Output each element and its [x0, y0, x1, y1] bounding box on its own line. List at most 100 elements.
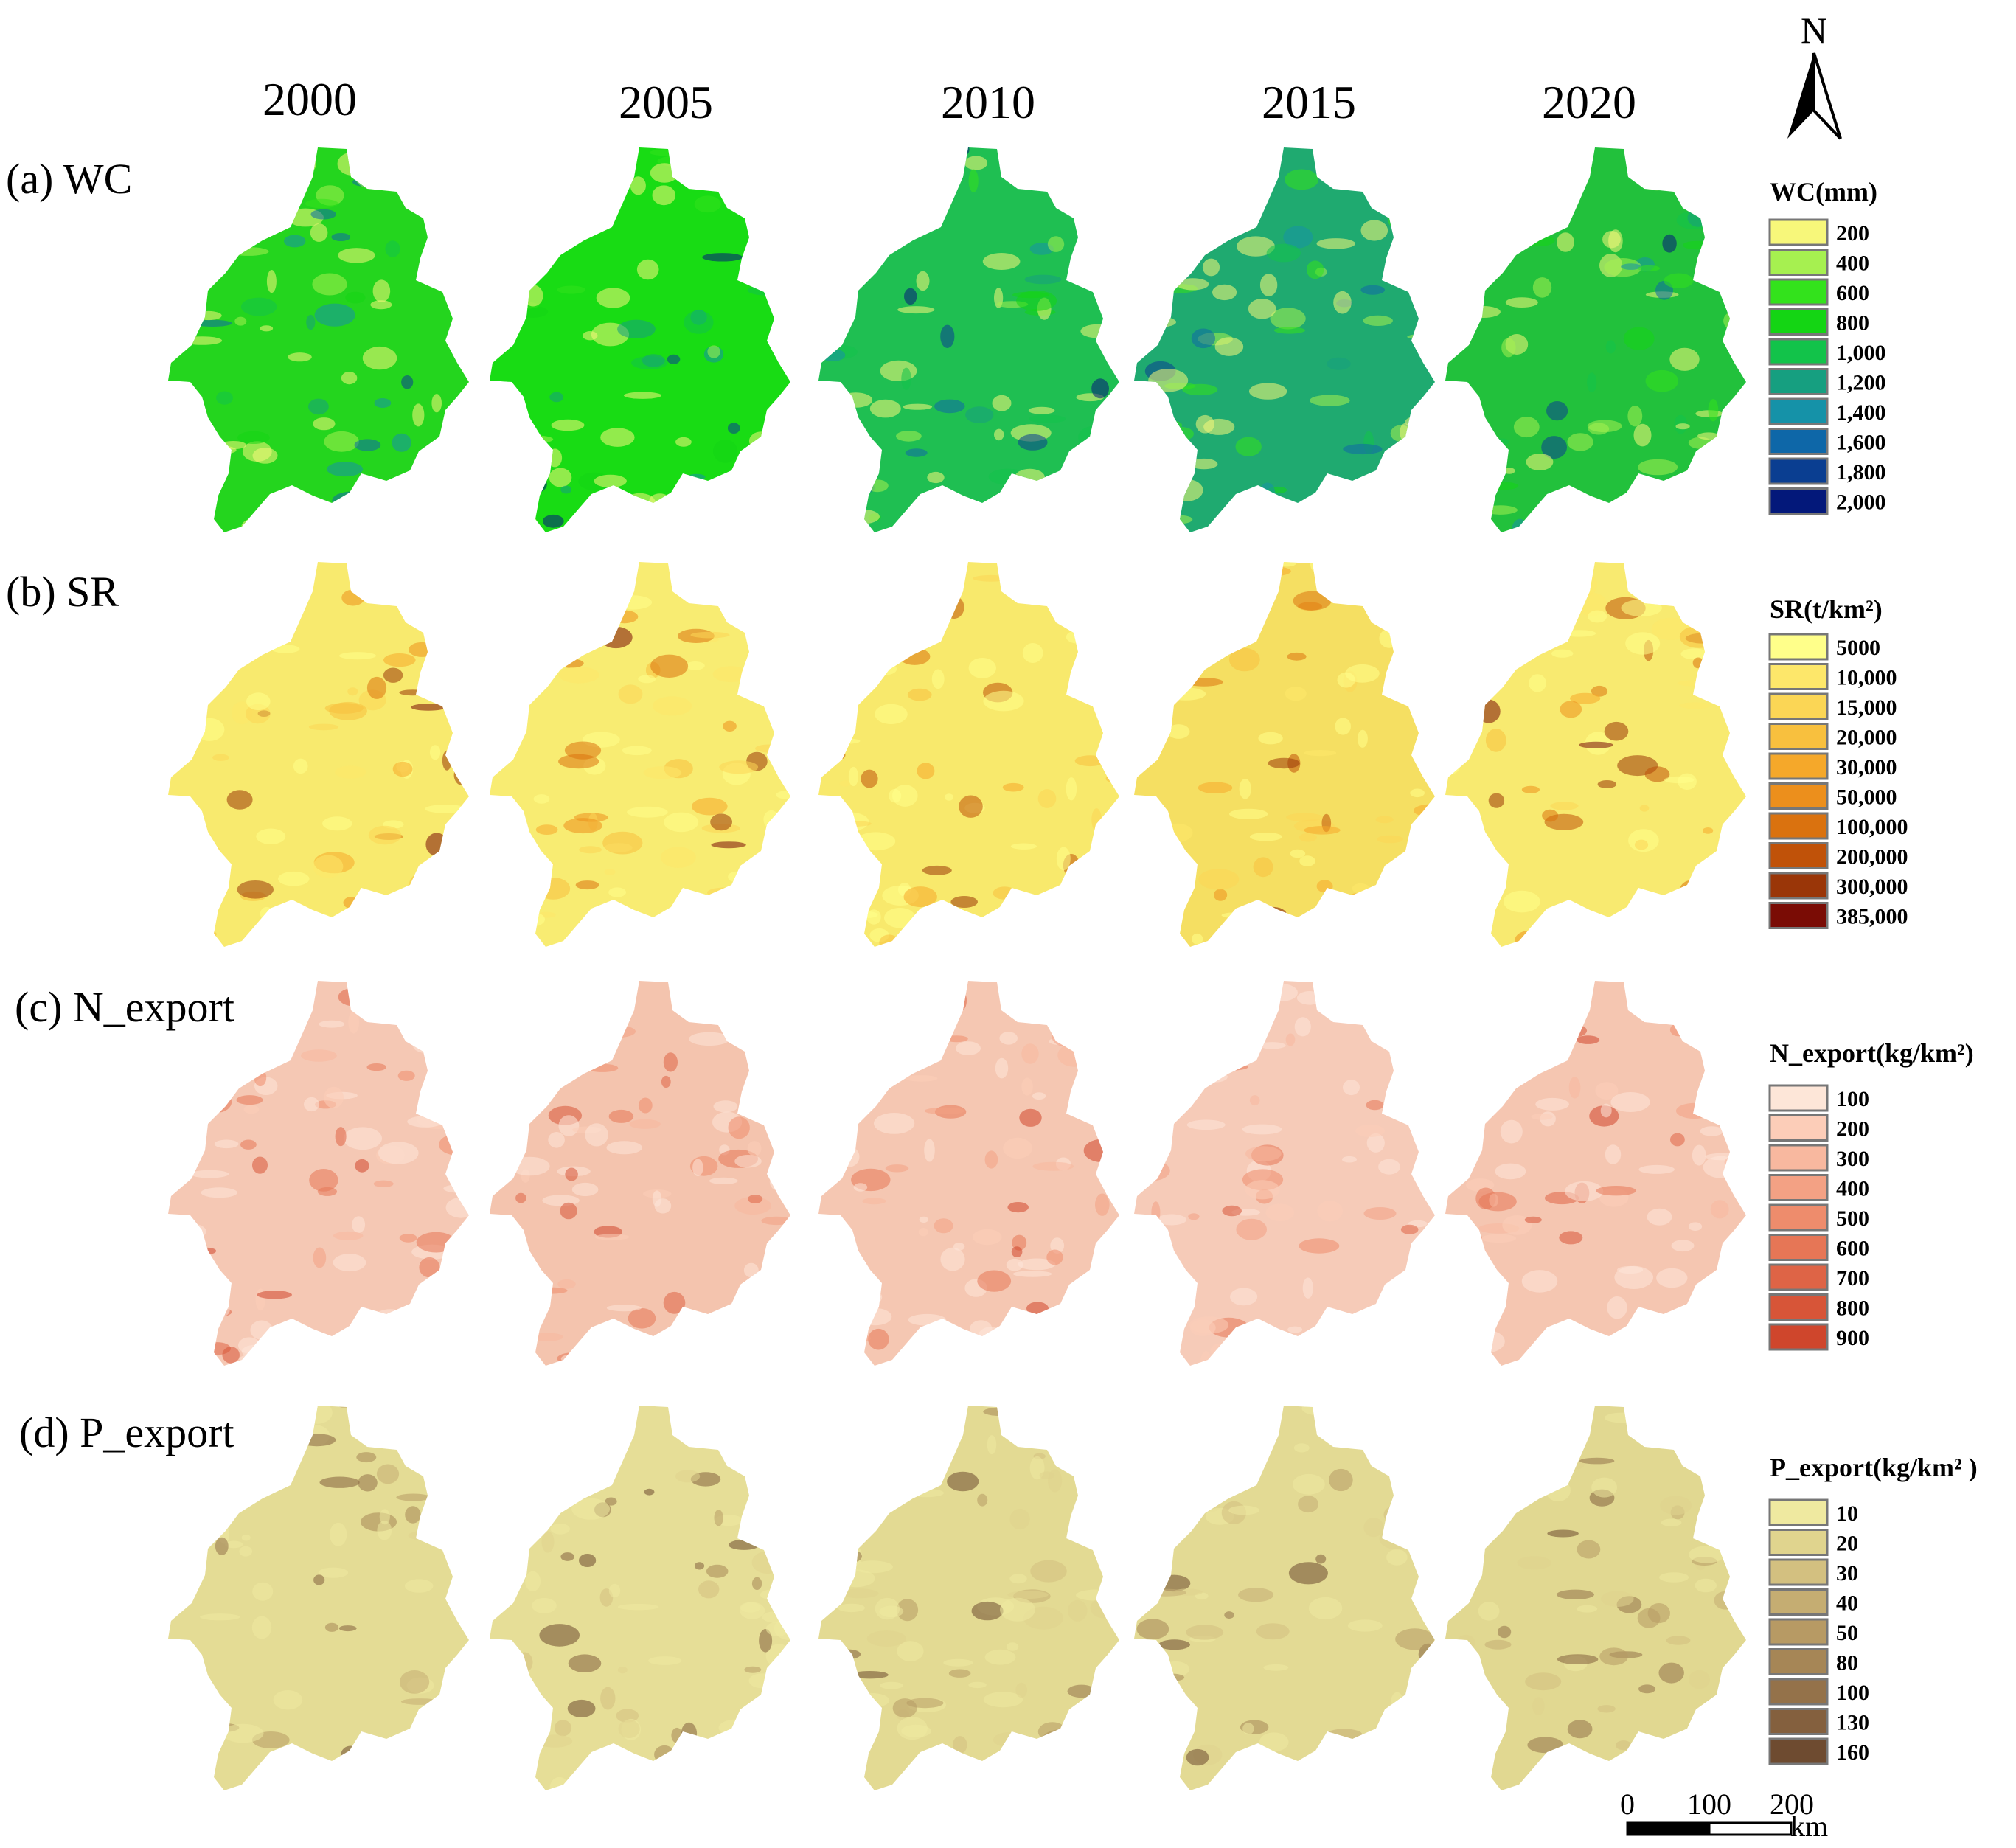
legend-p: P_export(kg/km² ) 10 20 30 40 50 80 100 130 160 — [1768, 1453, 1978, 1765]
map-wc-2015 — [1134, 147, 1435, 532]
map-wc-2020 — [1445, 147, 1746, 532]
year-label-2005: 2005 — [619, 76, 713, 128]
legend-swatch-p-4 — [1768, 1618, 1829, 1646]
legend-title-wc: WC(mm) — [1770, 177, 1877, 206]
legend-swatch-sr-9 — [1768, 902, 1829, 929]
map-n-2010 — [818, 981, 1119, 1366]
legend-swatch-sr-6 — [1768, 812, 1829, 840]
legend-swatch-wc-7 — [1768, 428, 1829, 455]
north-label: N — [1801, 10, 1827, 51]
legend-value-wc-8: 1,800 — [1836, 460, 1886, 484]
legend-swatch-n-2 — [1768, 1144, 1829, 1172]
legend-value-wc-1: 400 — [1836, 251, 1869, 276]
legend-value-p-0: 10 — [1836, 1501, 1858, 1526]
legend-swatch-p-5 — [1768, 1648, 1829, 1675]
legend-value-p-2: 30 — [1836, 1561, 1858, 1585]
legend-value-sr-7: 200,000 — [1836, 845, 1908, 869]
legend-value-wc-9: 2,000 — [1836, 490, 1886, 515]
legend-value-wc-0: 200 — [1836, 221, 1869, 246]
legend-value-sr-1: 10,000 — [1836, 666, 1897, 690]
legend-swatch-sr-2 — [1768, 692, 1829, 720]
map-panels — [168, 147, 1746, 1790]
legend-swatch-wc-3 — [1768, 308, 1829, 336]
legend-swatch-p-1 — [1768, 1529, 1829, 1556]
legend-swatch-n-3 — [1768, 1174, 1829, 1201]
legend-swatch-p-2 — [1768, 1558, 1829, 1586]
legend-swatch-wc-2 — [1768, 278, 1829, 306]
legend-value-wc-2: 600 — [1836, 281, 1869, 305]
map-wc-2010 — [818, 147, 1119, 532]
legend-value-n-7: 800 — [1836, 1296, 1869, 1321]
map-sr-2000 — [168, 562, 469, 947]
legend-value-n-3: 400 — [1836, 1177, 1869, 1201]
map-sr-2020 — [1445, 562, 1746, 947]
legend-swatch-p-0 — [1768, 1498, 1829, 1526]
legend-value-sr-5: 50,000 — [1836, 785, 1897, 810]
legend-value-wc-4: 1,000 — [1836, 341, 1886, 365]
legend-value-p-6: 100 — [1836, 1681, 1869, 1705]
legend-swatch-wc-4 — [1768, 338, 1829, 366]
scale-bar: 0 100 200 km — [1620, 1788, 1828, 1843]
legend-swatch-n-0 — [1768, 1084, 1829, 1112]
legend-value-n-0: 100 — [1836, 1087, 1869, 1111]
legend-swatch-p-7 — [1768, 1708, 1829, 1735]
legend-swatch-sr-0 — [1768, 633, 1829, 661]
legend-swatch-n-8 — [1768, 1323, 1829, 1351]
map-wc-2000 — [168, 147, 469, 532]
map-n-2015 — [1134, 981, 1435, 1366]
legend-value-wc-7: 1,600 — [1836, 431, 1886, 455]
legend-value-sr-2: 15,000 — [1836, 695, 1897, 720]
legend-value-p-4: 50 — [1836, 1621, 1858, 1645]
legend-swatch-sr-7 — [1768, 842, 1829, 869]
map-p-2010 — [818, 1406, 1119, 1790]
legend-value-n-8: 900 — [1836, 1326, 1869, 1350]
legend-value-n-4: 500 — [1836, 1206, 1869, 1231]
legend-swatch-p-8 — [1768, 1737, 1829, 1765]
legend-swatch-wc-0 — [1768, 218, 1829, 246]
legend-swatch-sr-5 — [1768, 782, 1829, 810]
year-label-2020: 2020 — [1542, 76, 1636, 128]
scale-tick-100: 100 — [1687, 1788, 1731, 1821]
legend-value-sr-8: 300,000 — [1836, 875, 1908, 899]
year-label-2015: 2015 — [1262, 76, 1356, 128]
row-label-p-export: (d) P_export — [19, 1408, 234, 1456]
legend-title-p: P_export(kg/km² ) — [1770, 1453, 1978, 1482]
legend-value-p-7: 130 — [1836, 1711, 1869, 1735]
legend-value-p-3: 40 — [1836, 1591, 1858, 1616]
legend-swatch-sr-1 — [1768, 663, 1829, 690]
row-label-wc: (a) WC — [6, 155, 132, 203]
legend-value-p-1: 20 — [1836, 1532, 1858, 1556]
legend-swatch-n-1 — [1768, 1114, 1829, 1142]
scale-tick-200: 200 — [1770, 1788, 1814, 1821]
legend-title-sr: SR(t/km²) — [1770, 594, 1883, 624]
legend-value-sr-0: 5000 — [1836, 636, 1880, 660]
legend-value-wc-5: 1,200 — [1836, 371, 1886, 395]
legend-value-n-6: 700 — [1836, 1266, 1869, 1291]
map-n-2000 — [168, 981, 469, 1366]
legend-swatch-wc-1 — [1768, 249, 1829, 276]
legend-swatch-sr-4 — [1768, 752, 1829, 780]
year-label-2010: 2010 — [941, 76, 1035, 128]
legend-swatch-n-7 — [1768, 1293, 1829, 1321]
legend-value-wc-3: 800 — [1836, 311, 1869, 336]
scale-unit: km — [1790, 1810, 1828, 1843]
legend-swatch-p-3 — [1768, 1588, 1829, 1616]
legend-swatch-n-4 — [1768, 1203, 1829, 1232]
map-wc-2005 — [490, 147, 790, 532]
north-arrow: N — [1787, 10, 1842, 140]
legend-value-p-5: 80 — [1836, 1651, 1858, 1675]
legend-value-wc-6: 1,400 — [1836, 400, 1886, 425]
year-label-2000: 2000 — [263, 73, 357, 125]
legend-swatch-p-6 — [1768, 1678, 1829, 1706]
legend-title-n: N_export(kg/km²) — [1770, 1038, 1974, 1068]
north-arrow-icon — [1787, 53, 1814, 139]
legend-value-sr-3: 20,000 — [1836, 726, 1897, 750]
row-label-n-export: (c) N_export — [15, 983, 234, 1031]
legend-swatch-wc-8 — [1768, 457, 1829, 485]
legend-swatch-wc-5 — [1768, 368, 1829, 395]
legend-swatch-wc-9 — [1768, 487, 1829, 515]
map-n-2005 — [490, 981, 790, 1366]
legend-wc: WC(mm) 200 400 600 800 1,000 1,200 1,400 1,600 1,… — [1768, 177, 1886, 515]
legend-swatch-wc-6 — [1768, 397, 1829, 425]
